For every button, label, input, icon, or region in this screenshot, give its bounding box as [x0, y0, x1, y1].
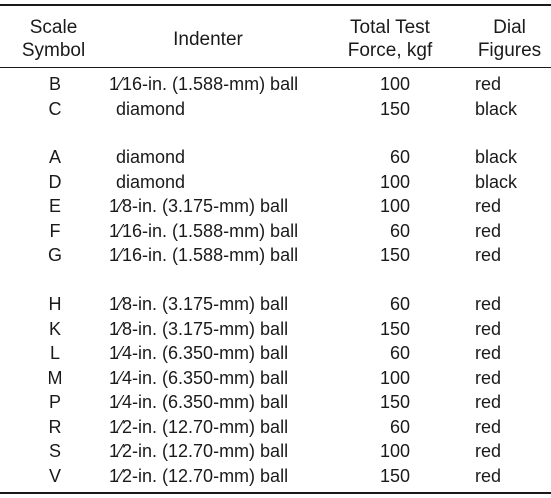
- indenter-cell: 1⁄2-in. (12.70-mm) ball: [109, 441, 289, 461]
- dial-figures-cell: red: [475, 74, 502, 94]
- dial-figures-cell: black: [475, 171, 518, 192]
- dial-figures-cell: red: [475, 318, 502, 339]
- scale-symbol-cell: H: [48, 294, 62, 314]
- test-force-cell: 150: [379, 318, 410, 339]
- test-force-cell: 100: [379, 367, 410, 388]
- indenter-cell: 1⁄2-in. (12.70-mm) ball: [109, 416, 289, 437]
- test-force-cell: 60: [389, 343, 410, 363]
- dial-figures-cell: red: [475, 367, 502, 388]
- indenter-cell: 1⁄16-in. (1.588-mm) ball: [109, 74, 299, 94]
- indenter-cell: 1⁄16-in. (1.588-mm) ball: [109, 245, 299, 265]
- test-force-cell: 150: [379, 245, 410, 265]
- table-row: S 1⁄2-in. (12.70-mm) ball 100 red: [0, 439, 551, 463]
- scale-symbol-cell: P: [48, 392, 61, 412]
- test-force-cell: 100: [379, 196, 410, 216]
- indenter-cell: 1⁄4-in. (6.350-mm) ball: [109, 343, 289, 363]
- dial-figures-cell: red: [475, 220, 502, 241]
- scale-symbol-cell: B: [48, 74, 61, 94]
- test-force-cell: 60: [389, 416, 410, 437]
- indenter-cell: 1⁄8-in. (3.175-mm) ball: [109, 318, 289, 339]
- header-total-test-force: Total Test Force, kgf: [342, 16, 438, 62]
- header-dial-line-1: Dial: [493, 17, 526, 38]
- indenter-cell: diamond: [116, 147, 186, 167]
- test-force-cell: 150: [379, 98, 410, 119]
- test-force-cell: 150: [379, 392, 410, 412]
- table-row: E 1⁄8-in. (3.175-mm) ball 100 red: [0, 194, 551, 218]
- scale-symbol-cell: V: [48, 465, 61, 486]
- scale-symbol-cell: L: [49, 343, 60, 363]
- table-bottom-rule: [0, 492, 551, 494]
- test-force-cell: 60: [389, 220, 410, 241]
- dial-figures-cell: black: [475, 98, 518, 119]
- scale-symbol-cell: F: [49, 220, 61, 241]
- header-rule: [0, 67, 551, 68]
- indenter-cell: diamond: [116, 171, 186, 192]
- indenter-cell: 1⁄4-in. (6.350-mm) ball: [109, 367, 289, 388]
- scale-symbol-cell: A: [48, 147, 61, 167]
- test-force-cell: 100: [379, 171, 410, 192]
- scale-symbol-cell: D: [48, 171, 62, 192]
- scale-symbol-cell: M: [47, 367, 63, 388]
- scale-symbol-cell: G: [47, 245, 62, 265]
- header-scale-line-1: Scale: [29, 17, 78, 38]
- header-scale-symbol: Scale Symbol: [0, 16, 107, 62]
- table-row: V 1⁄2-in. (12.70-mm) ball 150 red: [0, 464, 551, 488]
- dial-figures-cell: red: [475, 392, 502, 412]
- test-force-cell: 100: [379, 441, 410, 461]
- header-force-line-1: Total Test: [350, 17, 430, 38]
- dial-figures-cell: red: [475, 196, 502, 216]
- table-row: K 1⁄8-in. (3.175-mm) ball 150 red: [0, 317, 551, 341]
- table-row: B 1⁄16-in. (1.588-mm) ball 100 red: [0, 72, 551, 96]
- scale-symbol-cell: K: [48, 318, 61, 339]
- table-row: F 1⁄16-in. (1.588-mm) ball 60 red: [0, 219, 551, 243]
- table-row: P 1⁄4-in. (6.350-mm) ball 150 red: [0, 390, 551, 414]
- dial-figures-cell: red: [475, 416, 502, 437]
- header-dial-figures: Dial Figures: [468, 16, 551, 62]
- header-indenter: Indenter: [173, 29, 243, 50]
- dial-figures-cell: black: [475, 147, 518, 167]
- dial-figures-cell: red: [475, 245, 502, 265]
- indenter-cell: 1⁄4-in. (6.350-mm) ball: [109, 392, 289, 412]
- indenter-cell: 1⁄8-in. (3.175-mm) ball: [109, 196, 289, 216]
- table-top-rule: [0, 4, 551, 6]
- dial-figures-cell: red: [475, 294, 502, 314]
- scale-symbol-cell: C: [48, 98, 62, 119]
- table-row: M 1⁄4-in. (6.350-mm) ball 100 red: [0, 366, 551, 390]
- dial-figures-cell: red: [475, 343, 502, 363]
- header-scale-line-2: Symbol: [21, 40, 86, 61]
- header-dial-line-2: Figures: [477, 40, 542, 61]
- table-row: G 1⁄16-in. (1.588-mm) ball 150 red: [0, 243, 551, 267]
- header-force-line-2: Force, kgf: [347, 40, 433, 61]
- scale-symbol-cell: E: [48, 196, 61, 216]
- indenter-cell: diamond: [116, 98, 186, 119]
- dial-figures-cell: red: [475, 441, 502, 461]
- indenter-cell: 1⁄16-in. (1.588-mm) ball: [109, 220, 299, 241]
- table-row: H 1⁄8-in. (3.175-mm) ball 60 red: [0, 292, 551, 316]
- test-force-cell: 60: [389, 294, 410, 314]
- test-force-cell: 60: [389, 147, 410, 167]
- table-row: L 1⁄4-in. (6.350-mm) ball 60 red: [0, 341, 551, 365]
- scale-symbol-cell: R: [48, 416, 62, 437]
- test-force-cell: 150: [379, 465, 410, 486]
- test-force-cell: 100: [379, 74, 410, 94]
- indenter-cell: 1⁄2-in. (12.70-mm) ball: [109, 465, 289, 486]
- dial-figures-cell: red: [475, 465, 502, 486]
- scale-symbol-cell: S: [48, 441, 61, 461]
- table-row: R 1⁄2-in. (12.70-mm) ball 60 red: [0, 415, 551, 439]
- indenter-cell: 1⁄8-in. (3.175-mm) ball: [109, 294, 289, 314]
